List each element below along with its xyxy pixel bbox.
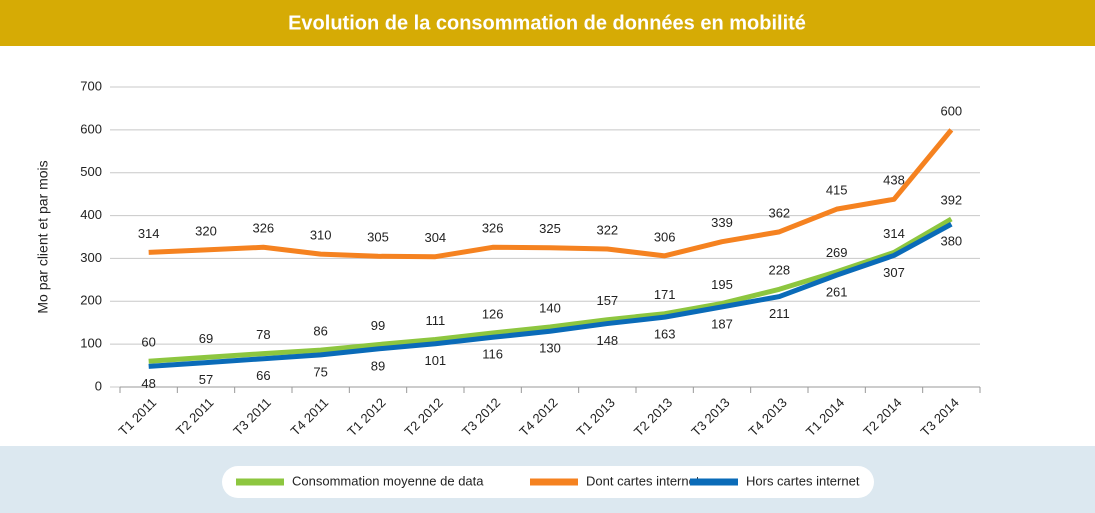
- y-tick-label: 100: [80, 336, 102, 351]
- data-label: 157: [596, 293, 618, 308]
- data-label: 322: [596, 222, 618, 237]
- data-label: 314: [138, 226, 160, 241]
- data-label: 305: [367, 230, 389, 245]
- data-label: 89: [371, 358, 385, 373]
- data-label: 307: [883, 265, 905, 280]
- y-axis-label: Mo par client et par mois: [35, 160, 51, 313]
- data-label: 600: [940, 103, 962, 118]
- legend-label: Hors cartes internet: [746, 473, 860, 488]
- y-tick-label: 700: [80, 78, 102, 93]
- data-label: 392: [940, 192, 962, 207]
- data-label: 339: [711, 215, 733, 230]
- data-label: 171: [654, 287, 676, 302]
- data-label: 101: [424, 353, 446, 368]
- series-line: [148, 128, 954, 260]
- data-label: 415: [826, 183, 848, 198]
- data-label: 211: [769, 306, 790, 321]
- data-label: 126: [482, 306, 504, 321]
- chart-title: Evolution de la consommation de données …: [288, 12, 806, 34]
- data-label: 314: [883, 226, 905, 241]
- y-tick-label: 200: [80, 293, 102, 308]
- data-label: 75: [313, 364, 327, 379]
- data-label: 140: [539, 300, 561, 315]
- legend-label: Consommation moyenne de data: [292, 473, 484, 488]
- y-tick-label: 400: [80, 207, 102, 222]
- y-tick-label: 300: [80, 250, 102, 265]
- data-label: 269: [826, 245, 848, 260]
- data-label: 148: [596, 333, 618, 348]
- y-tick-label: 500: [80, 164, 102, 179]
- series-line: [148, 221, 953, 369]
- data-label: 261: [826, 285, 848, 300]
- data-label: 310: [310, 228, 332, 243]
- data-label: 99: [371, 318, 385, 333]
- data-label: 66: [256, 368, 270, 383]
- y-tick-label: 600: [80, 121, 102, 136]
- y-tick-label: 0: [95, 378, 102, 393]
- data-label: 116: [482, 347, 503, 362]
- data-label: 326: [252, 221, 274, 236]
- data-label: 380: [940, 234, 962, 249]
- data-label: 69: [199, 331, 213, 346]
- data-label: 438: [883, 173, 905, 188]
- data-label: 60: [141, 335, 155, 350]
- data-label: 111: [425, 313, 445, 328]
- data-label: 304: [424, 230, 446, 245]
- data-label: 325: [539, 221, 561, 236]
- data-label: 130: [539, 341, 561, 356]
- data-label: 320: [195, 223, 217, 238]
- data-label: 326: [482, 221, 504, 236]
- data-label: 163: [654, 327, 676, 342]
- data-label: 306: [654, 229, 676, 244]
- data-label: 362: [768, 205, 790, 220]
- data-label: 86: [313, 324, 327, 339]
- data-label: 195: [711, 277, 733, 292]
- series-line: [148, 216, 953, 364]
- data-label: 57: [199, 372, 213, 387]
- data-label: 78: [256, 327, 270, 342]
- data-label: 228: [768, 263, 790, 278]
- data-label: 187: [711, 316, 733, 331]
- title-banner: [0, 0, 1095, 46]
- legend-label: Dont cartes internet: [586, 473, 700, 488]
- data-label: 48: [141, 376, 155, 391]
